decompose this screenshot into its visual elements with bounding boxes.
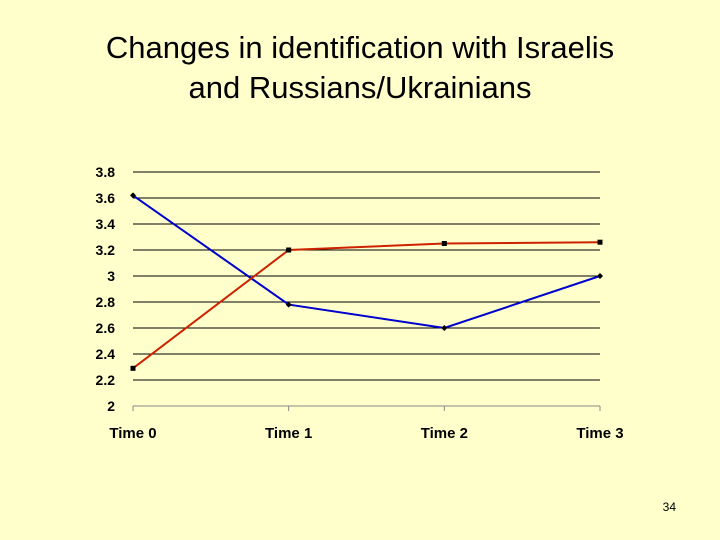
- y-tick-label: 2.6: [96, 320, 116, 336]
- series-line-2: [132, 241, 601, 370]
- series-2-point: [130, 365, 136, 371]
- y-tick-label: 3.2: [96, 242, 116, 258]
- y-tick-label: 2.2: [96, 372, 116, 388]
- series-line-1: [132, 194, 601, 330]
- x-tick-labels: Time 0 Time 1 Time 2 Time 3: [109, 425, 623, 442]
- slide-title: Changes in identification with Israelis …: [20, 28, 700, 108]
- series-2-point: [597, 239, 603, 245]
- slide-title-line-2: and Russians/Ukrainians: [188, 70, 532, 105]
- y-tick-label: 2: [107, 398, 115, 414]
- x-tick-label: Time 0: [109, 425, 156, 442]
- slide-title-line-1: Changes in identification with Israelis: [105, 30, 615, 65]
- axes: [132, 405, 601, 411]
- slide-number: 34: [662, 500, 676, 514]
- x-tick-label: Time 1: [265, 425, 312, 442]
- series-2-point: [441, 241, 447, 246]
- series-2-point: [286, 247, 292, 253]
- gridlines: [133, 171, 600, 381]
- y-tick-label: 2.8: [96, 294, 116, 310]
- series-1-point: [597, 273, 603, 279]
- y-tick-label: 3: [107, 268, 115, 284]
- y-tick-label: 3.4: [96, 216, 116, 232]
- series-1-point: [285, 301, 292, 308]
- series-1-point: [441, 325, 448, 331]
- y-tick-label: 2.4: [96, 346, 116, 362]
- y-tick-label: 3.8: [96, 164, 116, 180]
- y-tick-labels: 2 2.2 2.4 2.6 2.8 3 3.2 3.4 3.6 3.8: [96, 164, 116, 414]
- y-tick-label: 3.6: [96, 190, 116, 206]
- x-tick-label: Time 3: [576, 425, 623, 442]
- series: [130, 192, 603, 371]
- x-tick-label: Time 2: [421, 425, 468, 442]
- series-1-point: [130, 192, 136, 199]
